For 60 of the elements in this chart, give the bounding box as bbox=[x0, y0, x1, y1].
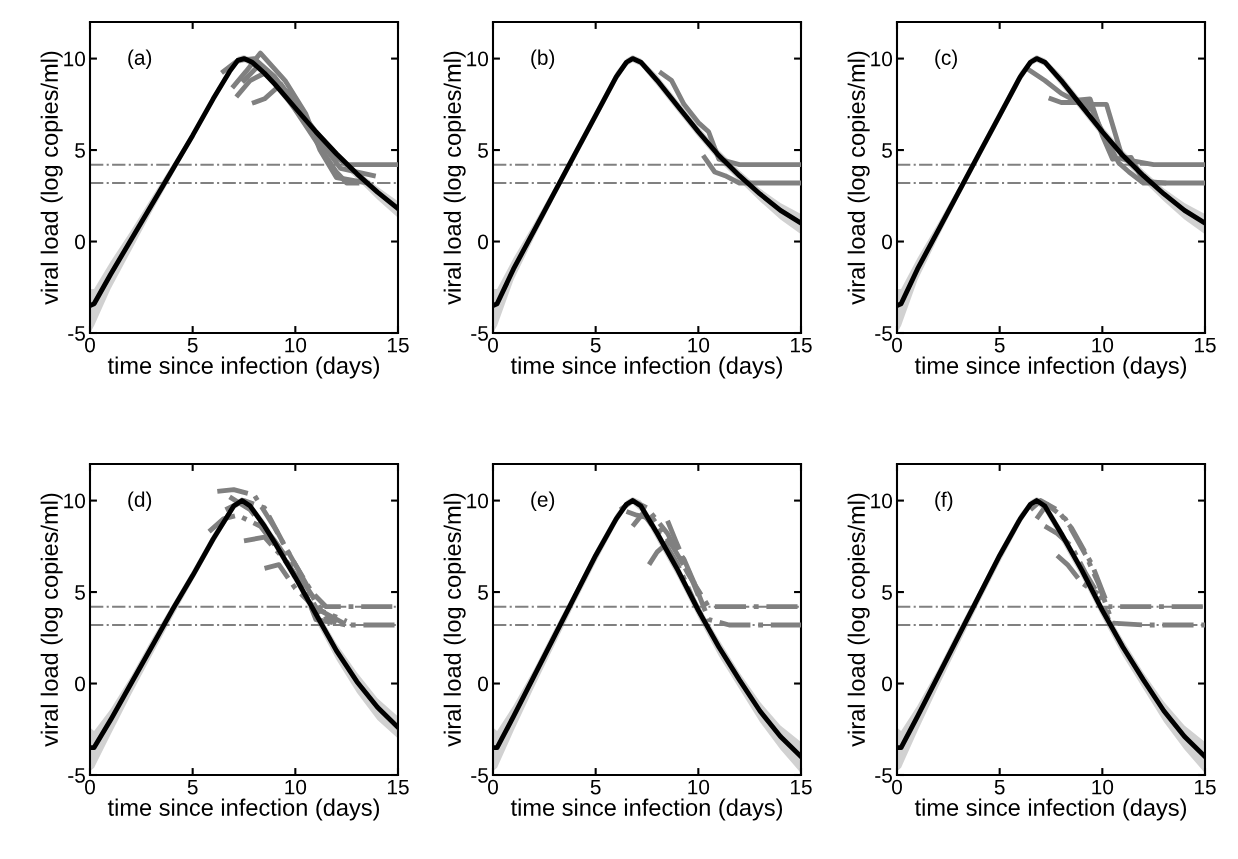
x-tick-label: 10 bbox=[285, 337, 307, 353]
annotation: (c) bbox=[935, 49, 957, 70]
y-axis-title: viral load (log copies/ml) bbox=[40, 51, 63, 305]
y-axis-title: viral load (log copies/ml) bbox=[847, 51, 870, 305]
y-tick-label: -5 bbox=[68, 768, 85, 783]
x-tick-label: 15 bbox=[388, 337, 409, 353]
x-tick-label: 15 bbox=[1195, 779, 1216, 795]
y-tick-label: 5 bbox=[75, 585, 85, 600]
x-tick-label: 5 bbox=[590, 779, 601, 795]
x-tick-label: 10 bbox=[688, 337, 710, 353]
annotation: (e) bbox=[531, 491, 555, 512]
y-tick-label: 0 bbox=[882, 676, 893, 692]
y-axis-title: viral load (log copies/ml) bbox=[847, 493, 870, 747]
y-tick-label: -5 bbox=[875, 768, 892, 783]
x-tick-label: 15 bbox=[791, 779, 812, 795]
y-tick-label: 0 bbox=[478, 676, 489, 692]
y-tick-label: 0 bbox=[478, 234, 489, 250]
y-tick-label: 0 bbox=[882, 234, 893, 250]
y-tick-label: 10 bbox=[467, 493, 489, 509]
y-tick-label: 5 bbox=[75, 143, 85, 158]
y-tick-label: 10 bbox=[64, 493, 86, 509]
y-tick-label: 5 bbox=[478, 585, 488, 600]
y-tick-label: -5 bbox=[471, 326, 488, 341]
x-axis-title: time since infection (days) bbox=[107, 356, 380, 379]
x-tick-label: 5 bbox=[187, 337, 198, 353]
y-tick-label: -5 bbox=[471, 768, 488, 783]
x-tick-label: 10 bbox=[1092, 779, 1114, 795]
annotation: (b) bbox=[531, 49, 555, 70]
y-tick-label: -5 bbox=[68, 326, 85, 341]
x-tick-label: 10 bbox=[688, 779, 710, 795]
y-tick-label: -5 bbox=[875, 326, 892, 341]
x-axis-title: time since infection (days) bbox=[914, 798, 1187, 821]
y-tick-label: 5 bbox=[478, 143, 488, 158]
y-tick-label: 5 bbox=[882, 585, 892, 600]
x-tick-label: 15 bbox=[791, 337, 812, 353]
y-tick-label: 0 bbox=[75, 676, 86, 692]
y-axis-title: viral load (log copies/ml) bbox=[40, 493, 63, 747]
x-tick-label: 15 bbox=[1195, 337, 1216, 353]
x-axis-title: time since infection (days) bbox=[914, 356, 1187, 379]
x-tick-label: 10 bbox=[1092, 337, 1114, 353]
y-tick-label: 10 bbox=[467, 51, 489, 67]
x-tick-label: 5 bbox=[994, 337, 1005, 353]
annotation: (f) bbox=[935, 491, 953, 512]
y-tick-label: 5 bbox=[882, 143, 892, 158]
x-tick-label: 5 bbox=[590, 337, 601, 353]
y-tick-label: 10 bbox=[871, 493, 893, 509]
x-axis-title: time since infection (days) bbox=[510, 798, 783, 821]
annotation: (d) bbox=[128, 491, 152, 512]
x-axis-title: time since infection (days) bbox=[510, 356, 783, 379]
y-tick-label: 10 bbox=[871, 51, 893, 67]
annotation: (a) bbox=[128, 49, 152, 70]
x-axis-title: time since infection (days) bbox=[107, 798, 380, 821]
x-tick-label: 10 bbox=[285, 779, 307, 795]
y-axis-title: viral load (log copies/ml) bbox=[443, 493, 466, 747]
x-tick-label: 5 bbox=[187, 779, 198, 795]
y-axis-title: viral load (log copies/ml) bbox=[443, 51, 466, 305]
y-tick-label: 10 bbox=[64, 51, 86, 67]
y-tick-label: 0 bbox=[75, 234, 86, 250]
x-tick-label: 15 bbox=[388, 779, 409, 795]
x-tick-label: 5 bbox=[994, 779, 1005, 795]
